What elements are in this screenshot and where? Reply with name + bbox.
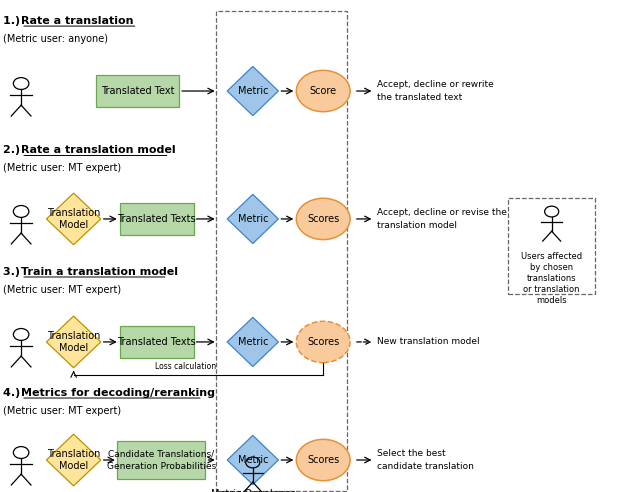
Circle shape <box>296 198 350 240</box>
Circle shape <box>296 439 350 481</box>
Text: Metric: Metric <box>237 455 268 465</box>
Text: Translation: Translation <box>47 208 100 217</box>
Text: Candidate Translations/: Candidate Translations/ <box>108 450 214 459</box>
Text: (Metric user: anyone): (Metric user: anyone) <box>3 34 108 44</box>
FancyBboxPatch shape <box>117 441 205 479</box>
Polygon shape <box>227 317 278 367</box>
Text: Model: Model <box>59 461 88 471</box>
Text: Metric: Metric <box>237 337 268 347</box>
Text: Accept, decline or rewrite: Accept, decline or rewrite <box>377 80 493 89</box>
Text: Scores: Scores <box>307 455 339 465</box>
Text: (Metric user: MT expert): (Metric user: MT expert) <box>3 285 122 295</box>
Text: 1.): 1.) <box>3 16 24 26</box>
Text: Generation Probabilities: Generation Probabilities <box>107 462 216 471</box>
Text: 2.): 2.) <box>3 145 24 155</box>
FancyBboxPatch shape <box>96 75 179 107</box>
Text: Train a translation model: Train a translation model <box>21 267 178 277</box>
Text: Metrics for decoding/reranking: Metrics for decoding/reranking <box>21 388 215 398</box>
Text: (Metric user: MT expert): (Metric user: MT expert) <box>3 163 122 173</box>
Polygon shape <box>227 435 278 485</box>
Text: translation model: translation model <box>377 221 457 230</box>
Text: Model: Model <box>59 220 88 230</box>
Text: Translation: Translation <box>47 331 100 340</box>
Text: Select the best: Select the best <box>377 449 445 458</box>
Text: Metric: Metric <box>237 86 268 96</box>
Text: Metric Developer: Metric Developer <box>211 489 295 492</box>
Text: New translation model: New translation model <box>377 338 479 346</box>
Polygon shape <box>47 193 101 245</box>
Text: by chosen: by chosen <box>530 263 573 272</box>
Polygon shape <box>227 194 278 244</box>
Polygon shape <box>227 66 278 116</box>
Text: or translation: or translation <box>524 285 580 294</box>
Text: Accept, decline or revise the: Accept, decline or revise the <box>377 208 507 216</box>
Text: models: models <box>536 296 567 305</box>
Text: Translated Texts: Translated Texts <box>118 337 196 347</box>
Text: Metric: Metric <box>237 214 268 224</box>
Text: candidate translation: candidate translation <box>377 462 474 471</box>
Text: Scores: Scores <box>307 214 339 224</box>
Text: (Metric user: MT expert): (Metric user: MT expert) <box>3 406 122 416</box>
Text: Model: Model <box>59 343 88 353</box>
Text: Users affected: Users affected <box>521 252 582 261</box>
FancyBboxPatch shape <box>120 203 193 235</box>
Text: Rate a translation model: Rate a translation model <box>21 145 176 155</box>
Text: Translation: Translation <box>47 449 100 459</box>
Text: Translated Texts: Translated Texts <box>118 214 196 224</box>
Circle shape <box>296 321 350 363</box>
Text: Translated Text: Translated Text <box>101 86 174 96</box>
Circle shape <box>296 70 350 112</box>
Text: Loss calculation: Loss calculation <box>155 363 216 371</box>
Polygon shape <box>47 434 101 486</box>
Polygon shape <box>47 316 101 368</box>
Text: translations: translations <box>527 274 577 283</box>
Text: Scores: Scores <box>307 337 339 347</box>
FancyBboxPatch shape <box>120 326 193 358</box>
Text: the translated text: the translated text <box>377 93 462 102</box>
Text: Rate a translation: Rate a translation <box>21 16 134 26</box>
Text: Score: Score <box>310 86 337 96</box>
Text: 3.): 3.) <box>3 267 24 277</box>
Text: 4.): 4.) <box>3 388 24 398</box>
